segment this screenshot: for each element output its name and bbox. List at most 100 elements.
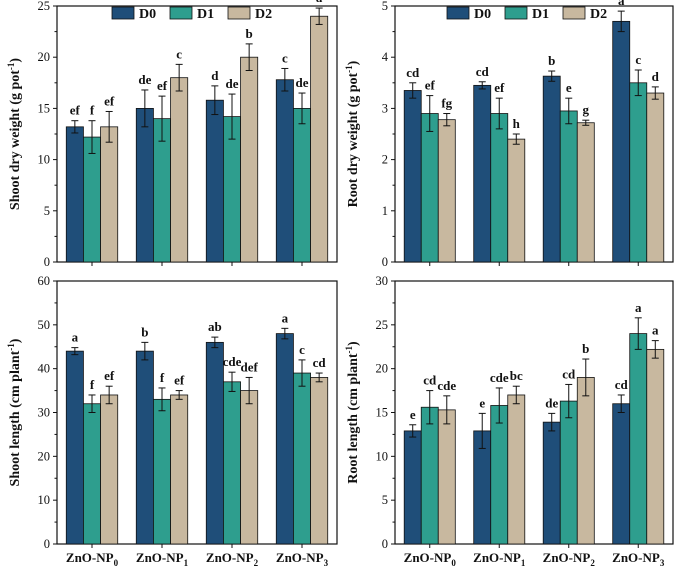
y-tick-label: 20 [38, 50, 51, 64]
y-axis-label: Root dry weight (g pot-1) [344, 60, 361, 207]
significance-letter: f [160, 370, 165, 385]
significance-letter: b [582, 341, 589, 356]
y-tick-label: 60 [38, 274, 51, 288]
y-axis-label-main: Shoot length (cm plant [8, 350, 23, 486]
significance-letter: e [566, 80, 572, 95]
y-tick-label: 2 [382, 153, 388, 167]
significance-letter: cde [490, 370, 509, 385]
bar-d2 [100, 126, 119, 263]
legend-label-d1: D1 [532, 7, 549, 22]
y-tick-label: 1 [382, 204, 388, 218]
y-axis-label: Shoot length (cm plant-1) [6, 338, 23, 486]
bar-d1 [629, 82, 648, 263]
bar-d1 [83, 403, 101, 545]
significance-letter: a [618, 0, 625, 8]
bar-d2 [310, 377, 329, 545]
significance-letter: b [141, 324, 148, 339]
significance-letter: a [652, 323, 659, 338]
significance-letter: cd [313, 355, 327, 370]
y-axis-label-end: ) [346, 60, 361, 65]
significance-letter: cd [562, 366, 576, 381]
legend-label-d2: D2 [255, 7, 272, 22]
y-tick-label: 0 [44, 537, 50, 551]
bar-d1 [420, 113, 439, 263]
x-tick-label-sub: 2 [590, 558, 595, 567]
bar-d0 [612, 403, 631, 545]
x-tick-label-sub: 0 [114, 558, 119, 567]
bar-d1 [153, 398, 171, 545]
y-axis-label: Shoot dry weight (g pot-1) [6, 58, 23, 211]
legend: D0 D1 D2 [111, 6, 272, 22]
significance-letter: de [545, 395, 558, 410]
legend-swatch-d1 [169, 6, 193, 20]
bar-d0 [135, 108, 154, 263]
significance-letter: def [240, 359, 258, 374]
significance-letter: de [226, 76, 239, 91]
x-tick-label: ZnO-NP0 [66, 550, 119, 567]
bar-d1 [293, 108, 311, 263]
y-tick-label: 0 [382, 255, 388, 269]
x-tick-label-base: ZnO-NP [136, 550, 184, 565]
y-tick-label: 50 [38, 318, 51, 332]
significance-letter: cd [476, 64, 490, 79]
legend-label-d0: D0 [139, 7, 156, 22]
significance-letter: d [211, 68, 219, 83]
bar-d0 [403, 90, 422, 263]
bar-d0 [542, 75, 561, 263]
significance-letter: ef [104, 93, 115, 108]
y-tick-label: 40 [38, 362, 51, 376]
x-tick-label: ZnO-NP0 [404, 550, 457, 567]
significance-letter: b [548, 53, 555, 68]
root-dry-weight-panel: 0 1 2 3 4 5 Root dry weight (g pot-1) cd cd b a ef e… [344, 0, 674, 269]
bar-d2 [646, 92, 665, 263]
x-tick-label-base: ZnO-NP [206, 550, 254, 565]
x-tick-label-sub: 2 [254, 558, 259, 567]
bar-d0 [612, 20, 631, 263]
significance-letter: h [513, 116, 521, 131]
significance-letter: bc [510, 368, 523, 383]
significance-letter: e [410, 407, 416, 422]
x-tick-label-sub: 3 [324, 558, 329, 567]
bar-d2 [576, 122, 595, 263]
bar-d0 [403, 430, 422, 545]
bar-d2 [240, 56, 259, 263]
x-tick-label-base: ZnO-NP [543, 550, 591, 565]
significance-letter: g [583, 102, 590, 117]
x-tick-label: ZnO-NP1 [473, 550, 526, 567]
x-tick-label-sub: 0 [451, 558, 456, 567]
y-axis-label-sup: -1 [6, 62, 16, 70]
y-axis-label-end: ) [346, 341, 361, 346]
bar-d2 [100, 394, 119, 545]
significance-letter: ef [157, 78, 168, 93]
significance-letter: ef [425, 78, 436, 93]
bar-d1 [490, 405, 509, 545]
bar-d2 [646, 348, 665, 545]
significance-letter: cd [615, 377, 629, 392]
bar-d2 [170, 394, 189, 545]
legend-swatch-d1 [504, 6, 528, 20]
y-tick-label: 5 [382, 0, 388, 13]
y-tick-label: 20 [38, 449, 51, 463]
bar-d0 [473, 84, 492, 263]
y-axis-label-main: Root length (cm plant [346, 353, 361, 484]
significance-letter: ef [104, 368, 115, 383]
bar-d1 [420, 406, 439, 545]
x-tick-label-base: ZnO-NP [404, 550, 452, 565]
y-tick-label: 20 [376, 362, 389, 376]
bar-d0 [275, 333, 294, 545]
bar-d2 [437, 119, 456, 263]
bar-d2 [170, 77, 189, 263]
legend-swatch-d0 [446, 6, 470, 20]
legend: D0 D1 D2 [446, 6, 607, 22]
y-axis-label-main: Shoot dry weight (g pot [8, 70, 23, 210]
bar-d1 [490, 113, 509, 263]
significance-letter: a [635, 300, 642, 315]
y-axis-label-sup: -1 [344, 65, 354, 73]
x-tick-label-sub: 1 [184, 558, 189, 567]
significance-letter: f [90, 103, 95, 118]
legend-label-d2: D2 [590, 7, 607, 22]
significance-letter: cd [423, 373, 437, 388]
